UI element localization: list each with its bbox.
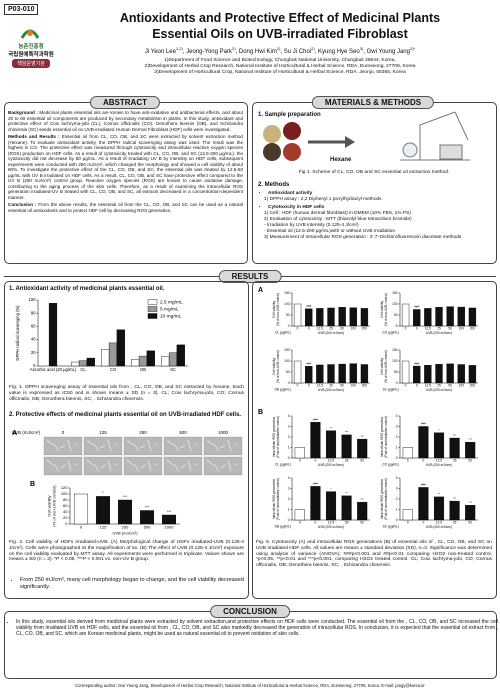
author-affiliation: 2)	[231, 46, 236, 51]
author-name: , Dong Hwi Kim	[235, 49, 277, 55]
conclusion-text: In this study, essential oils derived fr…	[16, 619, 498, 638]
author-name: Ji Yeon Lee	[144, 49, 176, 55]
author-affiliation: 3)	[359, 46, 364, 51]
title-line: Essential Oils on UVB-irradiated Fibrobl…	[152, 27, 408, 41]
affiliation: 1)Department of Food Science and Biotech…	[164, 58, 396, 63]
author-name: , Gwi Young Jang	[363, 49, 410, 55]
solvent-label: Hexane	[330, 157, 352, 163]
method-group-heading: Cytotoxicity in HDF cells	[268, 205, 325, 210]
conclusion-list: In this study, essential oils derived fr…	[8, 619, 498, 638]
figure-caption: Fig 1. Scheme of CL, CO, OB and SC essen…	[298, 170, 450, 175]
subheading: 2. Protective effects of medicinal plant…	[9, 412, 242, 418]
figure-caption: Fig. 2. Cell viability of HDFs irradiate…	[9, 540, 244, 563]
method-line: - Essential oil (12.5-200 μg/mL)with or …	[264, 229, 396, 234]
author-name: , Kyung Hye Seo	[314, 49, 360, 55]
section-heading: CONCLUSION	[210, 605, 290, 618]
section-heading: RESULTS	[218, 270, 282, 283]
author-affiliation: 2)	[311, 46, 315, 51]
bullet-list: From 250 mJ/cm², many cell morphology be…	[12, 577, 248, 590]
section-heading: ABSTRACT	[90, 96, 160, 109]
author-affiliation: 1,2)	[175, 46, 183, 51]
author-name: , Su Ji Choi	[280, 49, 312, 55]
abstract-paragraph: Methods and Results : Essential oil from…	[8, 134, 243, 200]
figure-caption: Fig. 1. DPPH scavenging assay of essenti…	[9, 385, 244, 402]
abstract-paragraph: Background : Medicinal plants essential …	[8, 110, 243, 132]
results-left-box	[4, 281, 249, 599]
bullet: From 250 mJ/cm², many cell morphology be…	[20, 577, 248, 590]
authors: Ji Yeon Lee1,2), Jeong-Yong Park2), Dong…	[70, 46, 490, 55]
affiliation: 3)Development of Horticultural Crop, Nat…	[154, 70, 406, 76]
affiliations: 1)Department of Food Science and Biotech…	[70, 58, 490, 77]
method-line: 1) DPPH assay : 2,2 Diphenyl 1 picrylhyd…	[264, 197, 382, 202]
results-right-box	[252, 281, 497, 599]
poster-code: P03-010	[4, 4, 39, 15]
abstract-text: Background : Medicinal plants essential …	[8, 110, 243, 215]
abstract-label: Methods and Results :	[8, 134, 60, 139]
footer: Corresponding author; Gwi Young Jang, De…	[75, 683, 425, 688]
logo-org: 농촌진흥청	[18, 44, 44, 50]
author-name: , Jeong-Yong Park	[182, 49, 232, 55]
abstract-body: From the above results, the essential oi…	[8, 202, 243, 213]
logo-emblem	[18, 24, 42, 40]
logo-badge: 책임운영기관	[12, 59, 50, 68]
subheading: 2. Methods	[258, 182, 290, 188]
author-affiliation: 2)	[276, 46, 281, 51]
subheading: 1. Sample preparation	[258, 112, 321, 118]
method-line: - Irradiation by UVB intensity (0.125-4 …	[264, 223, 359, 228]
abstract-body: Essential oil from CL, CO, OB, and SC we…	[8, 134, 243, 200]
author-affiliation: 2)*	[409, 46, 416, 51]
title-line: Antioxidants and Protective Effect of Me…	[119, 11, 441, 25]
method-line: 1) Cell : HDF (human dermal fibroblast) …	[264, 211, 411, 216]
method-line: 2) Evaluation of cytotoxicity : MTT (thi…	[264, 217, 412, 222]
method-group-heading: Antioxidant activity	[268, 191, 313, 196]
subheading: 1. Antioxidant activity of medicinal pla…	[9, 286, 165, 292]
abstract-paragraph: Conclusion : From the above results, the…	[8, 202, 243, 213]
abstract-label: Conclusion :	[8, 202, 37, 207]
affiliation: 2)Development of Herbal Crop Research, N…	[144, 64, 416, 70]
figure-caption: Fig. 5. Cytotoxicity (A) and intracellul…	[256, 540, 492, 569]
logo-institute: 국립원예특작과학원	[8, 52, 54, 58]
method-line: 3) Measurement of intracellular ROS gene…	[264, 235, 462, 240]
abstract-body: Medicinal plants essential oils are know…	[8, 110, 243, 132]
abstract-label: Background :	[8, 110, 38, 115]
emblem	[20, 29, 40, 39]
section-heading: MATERIALS & METHODS	[311, 96, 435, 109]
title: Antioxidants and Protective Effect of Me…	[70, 10, 490, 42]
